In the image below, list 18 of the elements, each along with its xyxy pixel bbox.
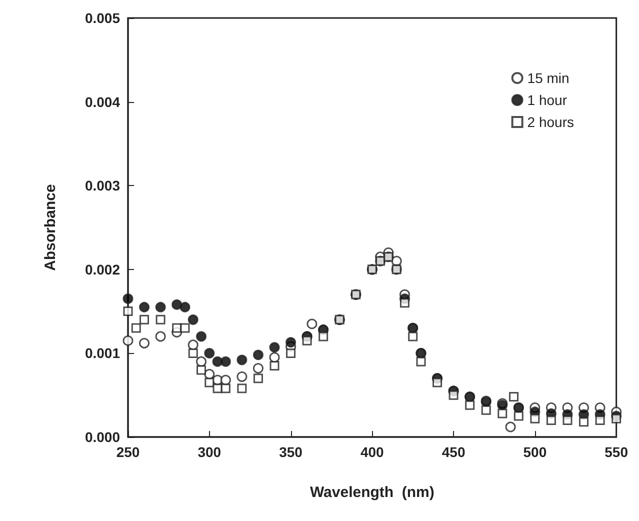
x-tick-label: 350 bbox=[279, 444, 303, 460]
y-tick-label: 0.004 bbox=[84, 94, 120, 110]
x-tick-label: 450 bbox=[442, 444, 466, 460]
legend-label: 2 hours bbox=[527, 114, 574, 130]
y-tick-label: 0.003 bbox=[84, 178, 120, 194]
legend-label: 15 min bbox=[527, 70, 570, 86]
x-tick-label: 400 bbox=[360, 444, 384, 460]
y-tick-label: 0.000 bbox=[84, 429, 120, 445]
x-axis-title: Wavelength (nm) bbox=[310, 484, 434, 501]
x-tick-label: 250 bbox=[116, 444, 140, 460]
y-tick-label: 0.001 bbox=[84, 345, 120, 362]
y-tick-label: 0.002 bbox=[84, 261, 120, 278]
x-tick-label: 300 bbox=[198, 444, 222, 460]
x-tick-label: 550 bbox=[604, 444, 628, 460]
legend-label: 1 hour bbox=[527, 92, 568, 108]
x-tick-label: 500 bbox=[523, 444, 547, 460]
y-tick-label: 0.005 bbox=[84, 10, 120, 26]
y-axis-title: Absorbance bbox=[42, 184, 59, 271]
